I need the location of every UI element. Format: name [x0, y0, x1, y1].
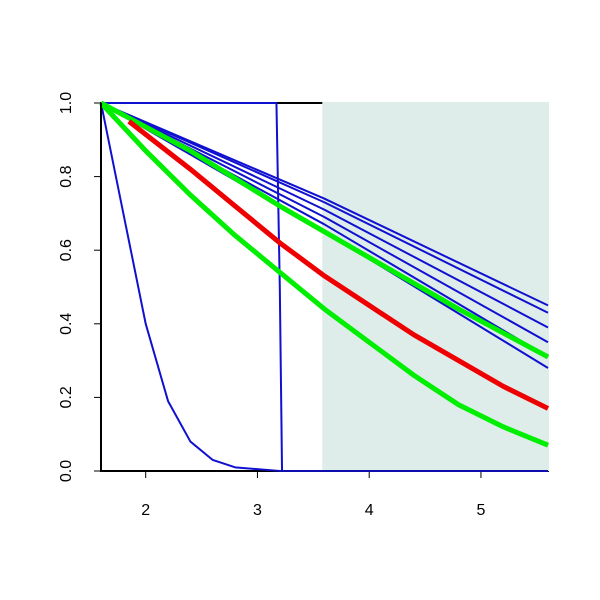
series-line [100, 102, 549, 307]
y-tick-label: 0.0 [58, 460, 75, 482]
y-tick-label: 0.2 [58, 386, 75, 408]
y-tick-label: 0.4 [58, 313, 75, 335]
series-line [100, 102, 548, 472]
series-line [101, 102, 548, 472]
x-tick-label: 2 [141, 502, 150, 519]
x-tick-label: 4 [365, 502, 374, 519]
series-line [99, 101, 549, 448]
y-tick-label: 0.6 [58, 239, 75, 261]
series-line [99, 100, 550, 360]
series-line [100, 102, 549, 314]
y-tick-label: 1.0 [58, 92, 75, 114]
series-line [100, 102, 549, 329]
x-tick-label: 5 [476, 502, 485, 519]
series-line [127, 119, 550, 411]
y-tick-label: 0.8 [58, 165, 75, 187]
shaded-region [322, 102, 549, 471]
x-tick-label: 3 [253, 502, 262, 519]
